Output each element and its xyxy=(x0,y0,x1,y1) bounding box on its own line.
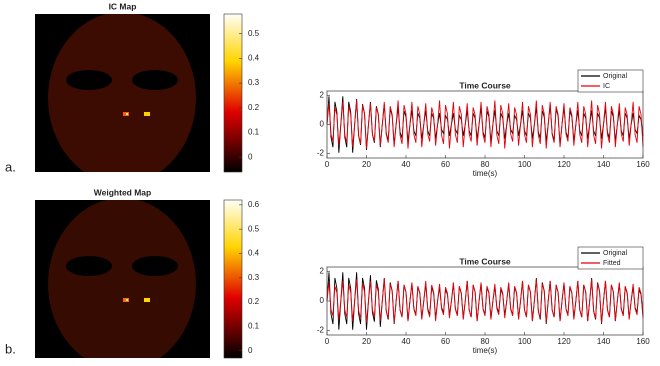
colorbar-tick-label: 0 xyxy=(248,346,253,355)
x-tick-label: 60 xyxy=(441,160,450,169)
legend-label: Original xyxy=(603,73,628,80)
plot-area xyxy=(327,267,643,335)
y-tick-label: 2 xyxy=(320,267,325,276)
x-tick-label: 60 xyxy=(441,337,450,346)
legend-label: Original xyxy=(603,250,628,257)
panel-label: b. xyxy=(5,341,16,356)
colorbar-tick-label: 0.3 xyxy=(248,273,260,282)
colorbar-tick-label: 0 xyxy=(248,152,253,161)
colorbar-tick-label: 0.4 xyxy=(248,54,260,63)
colorbar-tick-label: 0.6 xyxy=(248,200,260,209)
x-tick-label: 0 xyxy=(325,337,330,346)
colorbar-tick-label: 0.2 xyxy=(248,297,260,306)
y-tick-label: 2 xyxy=(320,90,325,99)
x-tick-label: 160 xyxy=(636,160,650,169)
x-tick-label: 80 xyxy=(481,337,490,346)
page: IC Mapa.00.10.20.30.40.50204060801001201… xyxy=(0,0,660,366)
x-tick-label: 120 xyxy=(557,337,571,346)
colorbar-tick-label: 0.5 xyxy=(248,224,260,233)
x-tick-label: 100 xyxy=(518,337,532,346)
y-tick-label: 0 xyxy=(320,296,325,305)
y-tick-label: -2 xyxy=(317,149,325,158)
legend-label: IC xyxy=(603,83,610,90)
x-axis-label: time(s) xyxy=(473,346,498,355)
x-tick-label: 20 xyxy=(362,337,371,346)
colorbar-tick-label: 0.5 xyxy=(248,29,260,38)
colorbar-tick-label: 0.3 xyxy=(248,78,260,87)
x-tick-label: 40 xyxy=(402,160,411,169)
x-tick-label: 100 xyxy=(518,160,532,169)
x-tick-label: 0 xyxy=(325,160,330,169)
plot-area xyxy=(327,91,643,158)
x-tick-label: 140 xyxy=(597,160,611,169)
x-tick-label: 160 xyxy=(636,337,650,346)
x-tick-label: 120 xyxy=(557,160,571,169)
y-tick-label: -2 xyxy=(317,326,325,335)
weighted-map-image xyxy=(35,198,210,366)
x-tick-label: 140 xyxy=(597,337,611,346)
chart-title: Time Course xyxy=(459,80,511,90)
y-tick-label: 0 xyxy=(320,120,325,129)
x-tick-label: 40 xyxy=(402,337,411,346)
x-tick-label: 20 xyxy=(362,160,371,169)
map-title: IC Map xyxy=(109,1,137,11)
figure: IC Mapa.00.10.20.30.40.50204060801001201… xyxy=(0,0,660,366)
map-title: Weighted Map xyxy=(94,187,151,197)
colorbar-tick-label: 0.1 xyxy=(248,322,260,331)
colorbar-tick-label: 0.1 xyxy=(248,128,260,137)
ic-map-image xyxy=(35,12,210,184)
panel-label: a. xyxy=(5,159,16,174)
colorbar-tick-label: 0.2 xyxy=(248,103,260,112)
legend-label: Fitted xyxy=(603,260,621,267)
colorbar xyxy=(224,200,242,358)
colorbar xyxy=(224,14,242,172)
x-tick-label: 80 xyxy=(481,160,490,169)
colorbar-tick-label: 0.4 xyxy=(248,249,260,258)
x-axis-label: time(s) xyxy=(473,169,498,178)
chart-title: Time Course xyxy=(459,256,511,266)
